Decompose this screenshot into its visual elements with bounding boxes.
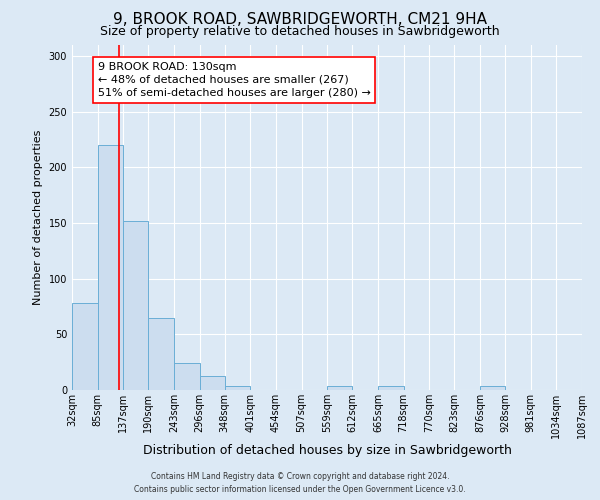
Text: Contains HM Land Registry data © Crown copyright and database right 2024.
Contai: Contains HM Land Registry data © Crown c… <box>134 472 466 494</box>
Bar <box>480 386 505 390</box>
Text: Size of property relative to detached houses in Sawbridgeworth: Size of property relative to detached ho… <box>100 25 500 38</box>
Bar <box>72 303 98 390</box>
Text: 9, BROOK ROAD, SAWBRIDGEWORTH, CM21 9HA: 9, BROOK ROAD, SAWBRIDGEWORTH, CM21 9HA <box>113 12 487 28</box>
X-axis label: Distribution of detached houses by size in Sawbridgeworth: Distribution of detached houses by size … <box>143 444 511 456</box>
Y-axis label: Number of detached properties: Number of detached properties <box>33 130 43 305</box>
Bar <box>148 318 174 390</box>
Bar <box>174 364 200 390</box>
Bar <box>378 386 404 390</box>
Bar <box>225 386 250 390</box>
Bar <box>327 386 352 390</box>
Text: 9 BROOK ROAD: 130sqm
← 48% of detached houses are smaller (267)
51% of semi-deta: 9 BROOK ROAD: 130sqm ← 48% of detached h… <box>98 62 370 98</box>
Bar <box>98 145 123 390</box>
Bar <box>200 376 225 390</box>
Bar <box>123 221 148 390</box>
